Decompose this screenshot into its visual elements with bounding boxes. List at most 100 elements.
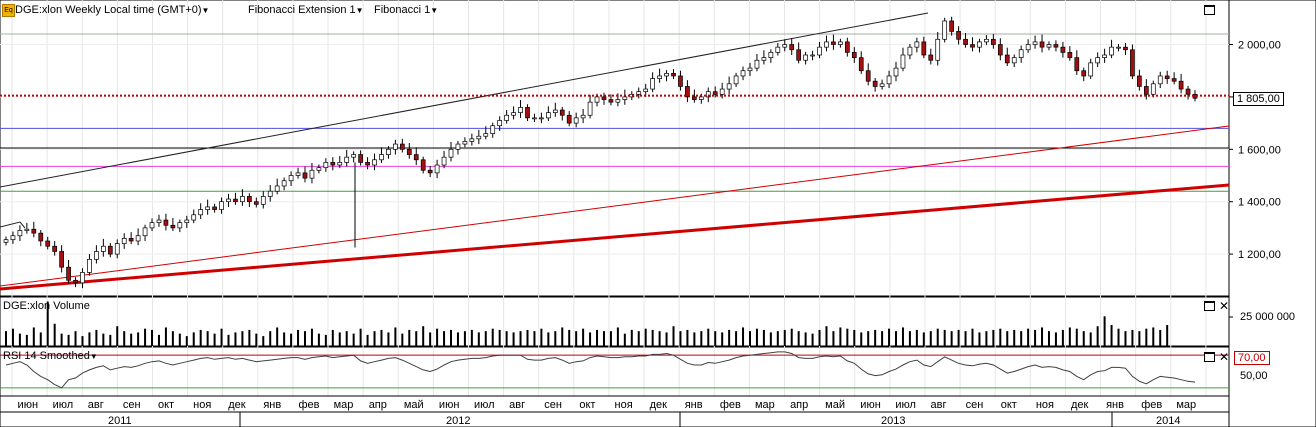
candle-body bbox=[768, 52, 774, 58]
volume-bar bbox=[436, 328, 439, 346]
candle-body bbox=[59, 251, 64, 268]
close-icon[interactable]: ✕ bbox=[1219, 299, 1230, 313]
candle-body bbox=[573, 117, 579, 124]
candle-body bbox=[191, 214, 197, 221]
month-label: окт bbox=[579, 399, 595, 411]
candle-body bbox=[1011, 57, 1017, 64]
symbol-label[interactable]: DGE:xlon Weekly Local time (GMT+0)▼ bbox=[15, 4, 209, 16]
candle-body bbox=[956, 31, 961, 40]
candle-body bbox=[260, 196, 266, 205]
volume-bar bbox=[331, 329, 334, 346]
candle-body bbox=[497, 120, 503, 127]
volume-bar bbox=[804, 332, 807, 346]
volume-bar bbox=[526, 329, 529, 346]
close-icon[interactable]: ✕ bbox=[1219, 350, 1230, 364]
volume-bar bbox=[797, 331, 800, 346]
volume-bar bbox=[1075, 328, 1078, 346]
volume-bar bbox=[888, 328, 891, 346]
volume-bar bbox=[853, 329, 856, 346]
volume-bar bbox=[575, 331, 578, 346]
candle-body bbox=[233, 198, 238, 203]
candle-body bbox=[393, 143, 398, 150]
month-label: фев bbox=[298, 399, 319, 411]
candle-body bbox=[726, 83, 732, 90]
rsi-title-text: RSI 14 Smoothed bbox=[3, 350, 90, 362]
volume-bar bbox=[60, 333, 63, 346]
candle-body bbox=[678, 75, 683, 87]
candle-body bbox=[907, 46, 913, 56]
volume-bar bbox=[540, 328, 543, 346]
volume-bar bbox=[463, 331, 466, 346]
volume-bar bbox=[1089, 332, 1092, 346]
volume-bar bbox=[651, 329, 654, 346]
candle-body bbox=[692, 96, 697, 100]
candle-body bbox=[420, 159, 426, 171]
volume-bar bbox=[700, 331, 703, 346]
volume-bar bbox=[234, 332, 237, 346]
volume-bar bbox=[658, 331, 661, 346]
maximize-icon[interactable] bbox=[1204, 352, 1215, 362]
candle-body bbox=[406, 148, 412, 155]
eq-icon[interactable]: Eq bbox=[2, 4, 15, 17]
candle-body bbox=[198, 209, 204, 216]
maximize-icon[interactable] bbox=[1204, 301, 1215, 311]
dropdown-arrow-icon[interactable]: ▼ bbox=[430, 6, 439, 15]
rsi-axis-label: 50,00 bbox=[1240, 370, 1268, 382]
candle-body bbox=[712, 91, 718, 95]
candle-body bbox=[900, 54, 906, 69]
volume-bar bbox=[895, 331, 898, 346]
rsi-panel-title[interactable]: RSI 14 Smoothed▼ bbox=[3, 350, 98, 362]
volume-bar bbox=[248, 329, 251, 346]
candle-body bbox=[865, 70, 871, 82]
candle-body bbox=[399, 143, 405, 150]
volume-bar bbox=[310, 328, 313, 346]
volume-bar bbox=[484, 331, 487, 346]
volume-bar bbox=[832, 331, 835, 346]
volume-bar bbox=[790, 328, 793, 346]
y-tick-label: 1 600,00 bbox=[1238, 144, 1281, 156]
volume-bar bbox=[352, 333, 355, 346]
fibonacci-extension-study[interactable]: Fibonacci Extension 1▼ bbox=[248, 4, 364, 16]
dropdown-arrow-icon[interactable]: ▼ bbox=[89, 352, 98, 361]
volume-bar bbox=[568, 329, 571, 346]
volume-bar bbox=[157, 334, 160, 346]
volume-bar bbox=[992, 329, 995, 346]
candle-body bbox=[789, 44, 795, 51]
volume-bar bbox=[470, 329, 473, 346]
dropdown-arrow-icon[interactable]: ▼ bbox=[201, 6, 210, 15]
volume-bar bbox=[1006, 331, 1009, 346]
month-label: мар bbox=[334, 399, 354, 411]
candle-body bbox=[156, 219, 162, 224]
month-label: мар bbox=[755, 399, 775, 411]
month-label: апр bbox=[790, 399, 808, 411]
fibonacci-study[interactable]: Fibonacci 1▼ bbox=[374, 4, 438, 16]
volume-bar bbox=[227, 334, 230, 346]
candle-body bbox=[1018, 49, 1024, 58]
volume-bar bbox=[762, 329, 765, 346]
candle-body bbox=[1102, 54, 1107, 58]
volume-bar bbox=[978, 332, 981, 346]
candle-body bbox=[455, 143, 461, 150]
candle-body bbox=[413, 154, 419, 161]
rsi-line bbox=[5, 351, 1196, 389]
candle-body bbox=[1150, 83, 1156, 95]
candle-body bbox=[984, 38, 989, 43]
candle-body bbox=[295, 172, 301, 176]
candle-body bbox=[1004, 54, 1010, 64]
volume-bar bbox=[1166, 324, 1169, 346]
volume-bar bbox=[297, 329, 300, 346]
candle-body bbox=[1116, 46, 1121, 49]
month-label: янв bbox=[685, 399, 703, 411]
candle-body bbox=[386, 148, 391, 155]
candle-body bbox=[698, 96, 704, 100]
volume-bar bbox=[1082, 331, 1085, 346]
candle-body bbox=[601, 96, 607, 100]
candle-body bbox=[253, 201, 259, 205]
month-label: сен bbox=[544, 399, 562, 411]
maximize-icon[interactable] bbox=[1204, 5, 1215, 15]
month-label: дек bbox=[650, 399, 668, 411]
candle-body bbox=[851, 52, 857, 58]
volume-bar bbox=[415, 331, 418, 346]
dropdown-arrow-icon[interactable]: ▼ bbox=[355, 6, 364, 15]
